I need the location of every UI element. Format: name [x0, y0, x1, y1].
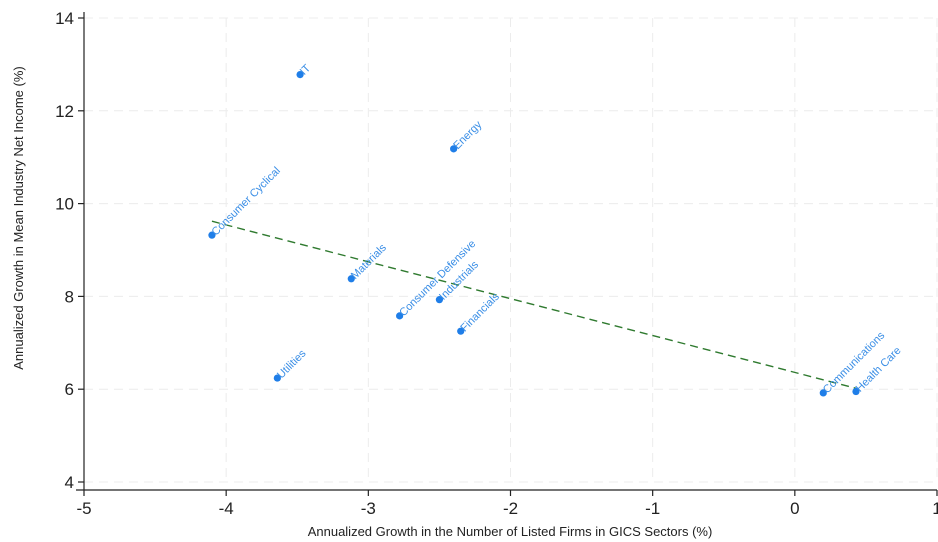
fit-line — [211, 220, 857, 389]
data-point — [296, 71, 304, 79]
y-tick-label: 14 — [55, 9, 74, 28]
data-point — [819, 389, 827, 397]
y-tick-label: 8 — [65, 287, 74, 306]
data-point — [450, 145, 458, 153]
x-tick-label: -4 — [219, 499, 234, 518]
y-axis-title: Annualized Growth in Mean Industry Net I… — [11, 66, 26, 369]
point-label: Consumer Cyclical — [210, 165, 283, 238]
x-tick-label: 0 — [790, 499, 799, 518]
fit-line-group — [211, 220, 857, 389]
y-tick-label: 4 — [65, 473, 74, 492]
data-point — [273, 374, 281, 382]
point-label: Materials — [349, 241, 389, 281]
x-tick-label: -2 — [503, 499, 518, 518]
point-label: Utilities — [275, 347, 309, 381]
point-label: Energy — [451, 118, 484, 151]
grid-lines — [83, 17, 938, 483]
x-tick-label: -5 — [76, 499, 91, 518]
data-point — [347, 275, 355, 283]
data-point — [396, 312, 404, 320]
x-tick-label: -1 — [645, 499, 660, 518]
y-tick-label: 10 — [55, 195, 74, 214]
data-point — [457, 327, 465, 335]
point-label: Financials — [458, 290, 502, 334]
data-point — [435, 296, 444, 304]
x-tick-label: 1 — [932, 499, 938, 518]
data-point — [852, 387, 860, 396]
data-point — [208, 231, 216, 239]
y-tick-label: 12 — [55, 102, 74, 121]
x-axis-title: Annualized Growth in the Number of Liste… — [308, 524, 713, 539]
y-tick-label: 6 — [65, 380, 74, 399]
x-tick-label: -3 — [361, 499, 376, 518]
